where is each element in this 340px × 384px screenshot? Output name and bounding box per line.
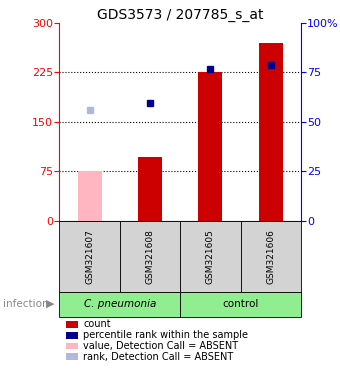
Text: GSM321606: GSM321606 <box>266 229 275 284</box>
Text: count: count <box>83 319 111 329</box>
Bar <box>180 292 301 317</box>
Text: control: control <box>222 299 259 310</box>
Text: value, Detection Call = ABSENT: value, Detection Call = ABSENT <box>83 341 238 351</box>
Title: GDS3573 / 207785_s_at: GDS3573 / 207785_s_at <box>97 8 264 22</box>
Text: ▶: ▶ <box>46 299 54 309</box>
Bar <box>240 221 301 292</box>
Bar <box>78 171 102 221</box>
Text: GSM321605: GSM321605 <box>206 229 215 284</box>
Text: rank, Detection Call = ABSENT: rank, Detection Call = ABSENT <box>83 352 234 362</box>
Bar <box>120 221 180 292</box>
Bar <box>259 43 283 221</box>
Text: C. pneumonia: C. pneumonia <box>84 299 156 310</box>
Bar <box>180 221 240 292</box>
Bar <box>138 157 162 221</box>
Text: GSM321607: GSM321607 <box>85 229 94 284</box>
Text: infection: infection <box>3 299 49 309</box>
Bar <box>198 72 222 221</box>
Bar <box>59 292 180 317</box>
Text: GSM321608: GSM321608 <box>146 229 154 284</box>
Bar <box>59 221 120 292</box>
Text: percentile rank within the sample: percentile rank within the sample <box>83 330 248 340</box>
